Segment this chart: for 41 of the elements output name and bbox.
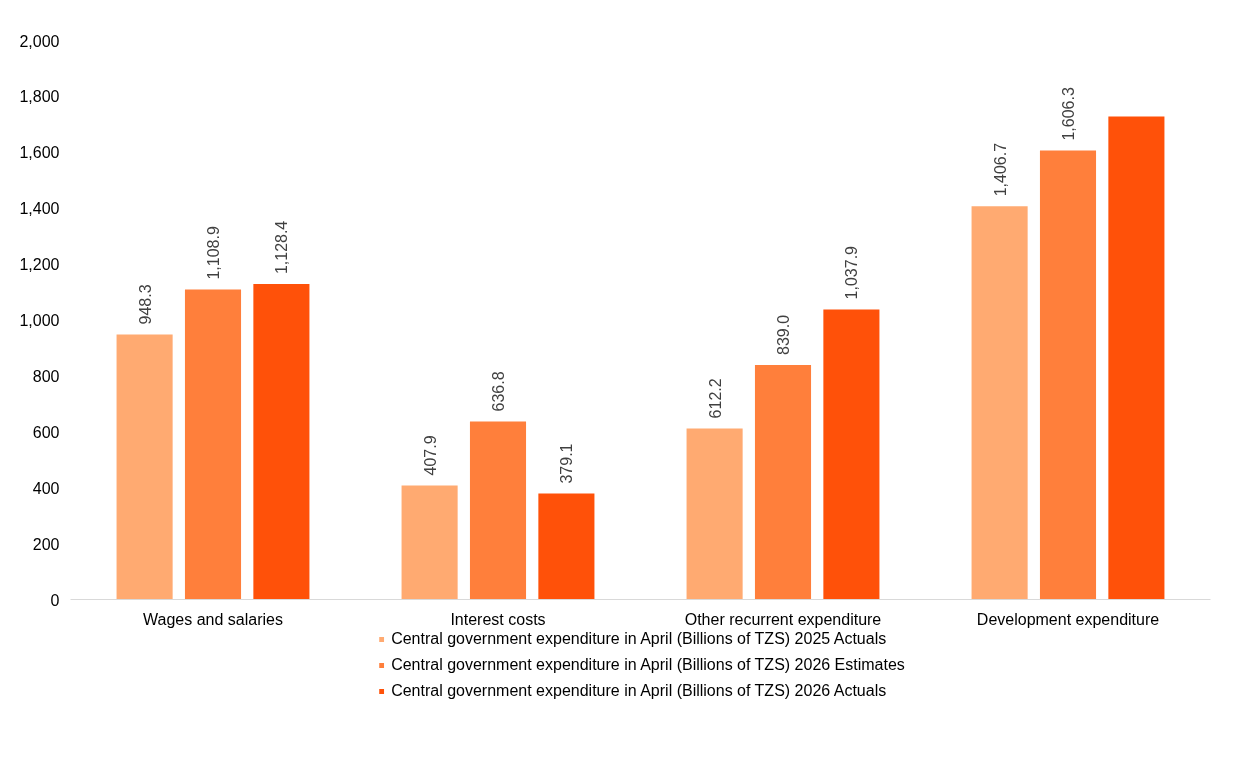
bar	[754, 365, 812, 600]
data-label: 379.1	[558, 443, 576, 484]
y-tick-label: 1,000	[19, 312, 60, 329]
y-tick-label: 1,800	[19, 88, 60, 106]
bar	[686, 428, 743, 600]
bar	[1039, 150, 1097, 600]
bar	[538, 493, 595, 600]
data-label: 1,406.7	[991, 142, 1009, 197]
bar	[184, 289, 242, 600]
y-tick-label: 1,400	[19, 200, 60, 218]
x-tick-label: Interest costs	[450, 610, 546, 628]
y-tick-label: 2,000	[19, 32, 60, 50]
data-label: 612.2	[706, 378, 724, 419]
data-label: 636.8	[490, 371, 507, 412]
data-label: 839.0	[775, 314, 792, 355]
bar	[971, 206, 1028, 600]
bar	[116, 334, 173, 600]
x-tick-label: Wages and salaries	[143, 610, 283, 628]
bar	[401, 485, 458, 600]
data-label: 1,128.4	[273, 220, 291, 275]
y-tick-label: 1,200	[19, 256, 60, 274]
legend-label: Central government expenditure in April (Billions of TZS) 2026 Actuals	[391, 682, 887, 700]
x-tick-label: Other recurrent expenditure	[684, 610, 882, 628]
x-tick-label: Development expenditure	[976, 610, 1160, 628]
bar	[823, 309, 880, 600]
data-label: 407.9	[421, 435, 439, 476]
data-label: 948.3	[136, 284, 154, 325]
legend-label: Central government expenditure in April (Billions of TZS) 2026 Estimates	[391, 656, 905, 674]
y-tick-label: 0	[50, 591, 60, 609]
bar	[1108, 116, 1165, 600]
data-label: 1,108.9	[205, 226, 222, 280]
y-tick-label: 1,600	[19, 144, 60, 162]
y-tick-label: 200	[32, 535, 60, 553]
y-tick-label: 800	[32, 367, 60, 385]
legend-label: Central government expenditure in April (Billions of TZS) 2025 Actuals	[391, 630, 887, 648]
data-label: 1,037.9	[843, 245, 861, 300]
y-tick-label: 400	[32, 479, 60, 497]
data-label: 1,606.3	[1060, 87, 1077, 141]
bar	[253, 284, 310, 600]
y-tick-label: 600	[32, 423, 60, 441]
bar	[469, 421, 527, 600]
